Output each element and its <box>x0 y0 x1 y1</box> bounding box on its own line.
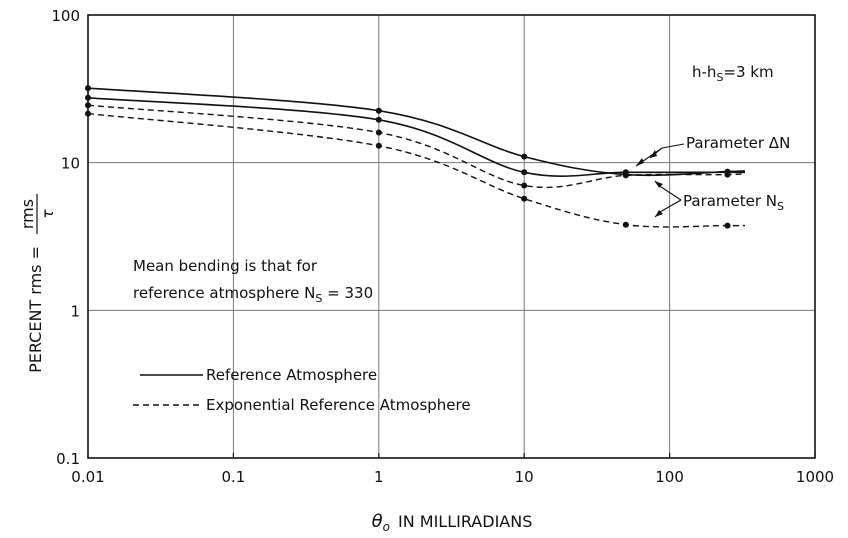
x-axis-symbol-sub: o <box>383 520 390 534</box>
data-point <box>724 222 731 229</box>
height-rest: =3 km <box>723 63 773 81</box>
data-point <box>375 129 382 136</box>
y-tick-label: 1 <box>70 302 80 320</box>
data-point <box>724 171 731 178</box>
x-axis-label: θo IN MILLIRADIANS <box>372 511 533 534</box>
legend-label-dashed: Exponential Reference Atmosphere <box>206 396 471 414</box>
data-point <box>85 102 91 109</box>
y-axis-fraction-num: rms <box>18 199 37 229</box>
y-tick-label: 0.1 <box>56 450 80 468</box>
series-line-2 <box>87 97 745 177</box>
x-tick-label: 0.01 <box>71 468 104 486</box>
x-axis-text: IN MILLIRADIANS <box>398 512 532 531</box>
x-tick-label: 100 <box>655 468 684 486</box>
legend: Reference Atmosphere Exponential Referen… <box>133 366 471 414</box>
data-point <box>375 116 382 123</box>
legend-label-solid: Reference Atmosphere <box>206 366 377 384</box>
x-tick-label: 1 <box>374 468 384 486</box>
x-tick-label: 1000 <box>796 468 834 486</box>
data-point <box>375 107 382 114</box>
param-ns-arrow-2 <box>655 210 663 217</box>
y-tick-label: 100 <box>51 7 80 25</box>
data-point <box>85 85 91 92</box>
data-point <box>85 110 91 117</box>
series-layer <box>85 85 746 229</box>
x-tick-label: 10 <box>515 468 534 486</box>
note-line-2-rest: = 330 <box>322 284 373 302</box>
note-line-2: reference atmosphere NS = 330 <box>133 284 373 305</box>
y-axis-label: PERCENT rms = rms τ <box>18 194 57 373</box>
data-point <box>622 172 629 179</box>
param-ns-annotation: Parameter NS <box>683 192 784 213</box>
data-point <box>521 169 528 176</box>
data-point <box>375 142 382 149</box>
y-axis-fraction-den: τ <box>39 209 57 219</box>
height-annotation: h-hS=3 km <box>692 63 774 84</box>
x-tick-label: 0.1 <box>221 468 245 486</box>
height-text: h-h <box>692 63 716 81</box>
param-ns-text: Parameter N <box>683 192 777 210</box>
data-point <box>521 195 528 202</box>
param-dn-arrow-2 <box>650 150 657 158</box>
series-line-4 <box>87 112 746 228</box>
plot-frame <box>87 14 816 459</box>
x-axis-symbol: θ <box>372 511 383 532</box>
height-sub: S <box>716 71 723 84</box>
series-line-3 <box>87 104 746 189</box>
y-tick-label: 10 <box>61 155 80 173</box>
note-line-2-text: reference atmosphere N <box>133 284 315 302</box>
param-dn-arrow-1 <box>636 158 644 166</box>
data-point <box>85 94 91 101</box>
param-dn-annotation: Parameter ΔN <box>686 134 790 152</box>
note-line-1: Mean bending is that for <box>133 257 318 275</box>
data-point <box>521 182 528 189</box>
y-axis-text: PERCENT rms = <box>26 246 45 373</box>
grid-layer <box>88 15 815 458</box>
data-point <box>622 221 629 228</box>
note-line-2-sub: S <box>315 292 322 305</box>
data-point <box>521 153 528 160</box>
param-ns-arrow-1 <box>655 181 663 188</box>
param-ns-sub: S <box>777 200 784 213</box>
